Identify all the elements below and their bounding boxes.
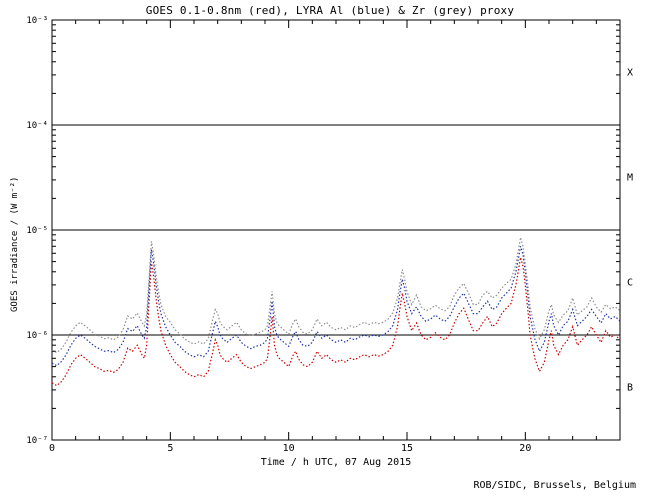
lyra-zr-curve (51, 237, 621, 354)
goes-curve (51, 257, 621, 387)
flare-class-label: M (627, 173, 633, 184)
y-tick-label: 10⁻⁴ (26, 121, 48, 131)
chart-title: GOES 0.1-0.8nm (red), LYRA Al (blue) & Z… (145, 4, 515, 17)
x-tick-label: 10 (283, 443, 295, 454)
flare-class-label: X (627, 68, 633, 79)
lyra-al-curve (51, 246, 621, 367)
x-tick-label: 15 (401, 443, 413, 454)
y-tick-label: 10⁻⁵ (26, 226, 48, 236)
flare-class-label: B (627, 383, 633, 394)
plot-frame (51, 19, 621, 441)
x-tick-label: 20 (519, 443, 531, 454)
flare-class-label: C (627, 278, 633, 289)
y-tick-label: 10⁻⁶ (26, 331, 48, 341)
y-tick-label: 10⁻³ (26, 16, 48, 26)
credit-text: ROB/SIDC, Brussels, Belgium (473, 480, 636, 491)
x-tick-label: 5 (167, 443, 173, 454)
x-tick-label: 0 (49, 443, 55, 454)
x-axis-label: Time / h UTC, 07 Aug 2015 (260, 457, 412, 468)
y-tick-label: 10⁻⁷ (26, 436, 48, 446)
